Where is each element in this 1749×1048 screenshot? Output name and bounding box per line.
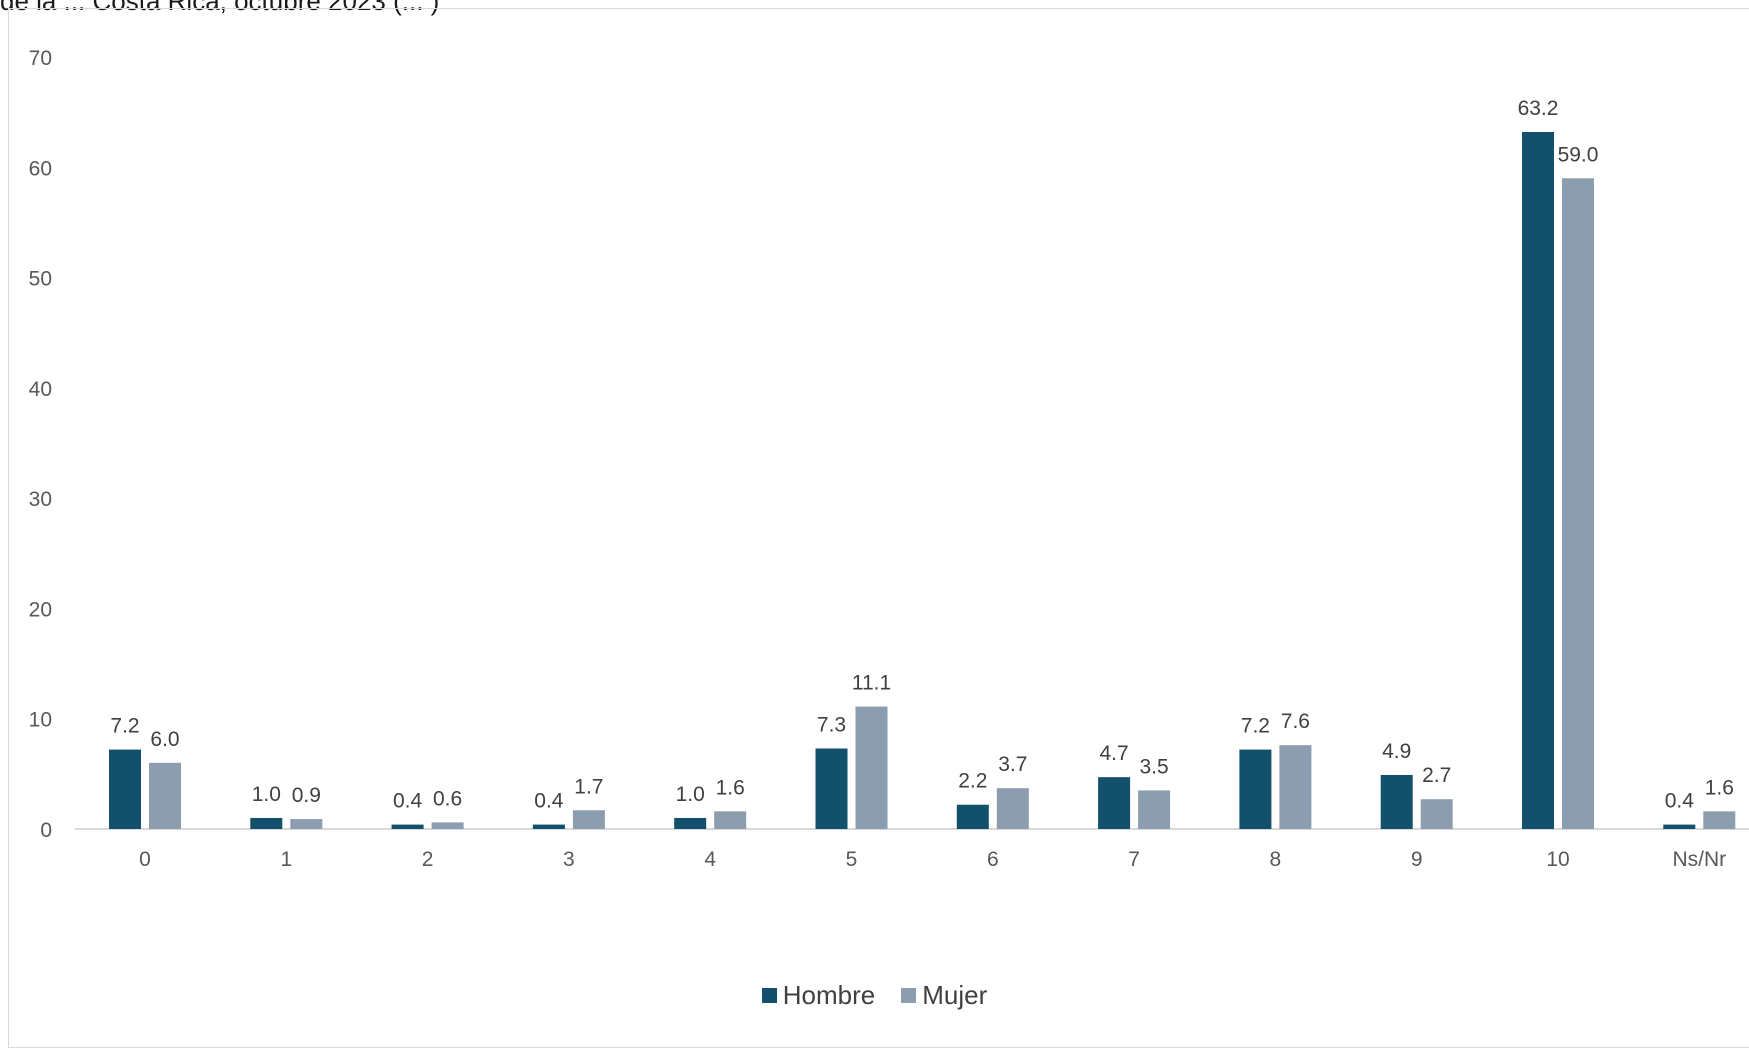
bar-mujer-6	[996, 788, 1029, 829]
bar-hombre-9	[1380, 774, 1413, 829]
x-axis: 0 1 2 3 4 5 6 7 8 9 10 Ns/Nr	[139, 848, 1726, 871]
bar-hombre-7	[1098, 777, 1131, 829]
bar-mujer-0	[149, 762, 181, 829]
bar-mujer-9	[1420, 799, 1453, 829]
data-label: 7.3	[817, 713, 846, 736]
x-tick-label: 7	[1128, 848, 1140, 871]
x-tick-label: 10	[1546, 848, 1569, 871]
legend-label-mujer: Mujer	[922, 980, 988, 1010]
bar-mujer-2	[431, 822, 464, 829]
legend-label-hombre: Hombre	[782, 980, 876, 1010]
bar-hombre-Ns/Nr	[1663, 824, 1696, 829]
data-label: 7.2	[110, 715, 139, 738]
data-label: 59.0	[1558, 143, 1599, 166]
bar-hombre-8	[1239, 749, 1272, 829]
x-tick-label: 8	[1270, 848, 1282, 871]
bar-mujer-7	[1138, 790, 1171, 829]
legend-swatch-hombre	[761, 988, 777, 1003]
data-label: 1.7	[574, 775, 603, 798]
data-label: 1.0	[252, 783, 281, 806]
x-tick-label: 4	[704, 848, 716, 871]
bar-hombre-3	[532, 824, 565, 829]
bar-hombre-0	[109, 749, 141, 829]
x-tick-label: 1	[280, 848, 292, 871]
data-label: 0.4	[393, 790, 423, 813]
bar-mujer-3	[572, 810, 605, 829]
bar-mujer-Ns/Nr	[1703, 811, 1736, 829]
x-tick-label: 3	[563, 848, 575, 871]
x-tick-label: Ns/Nr	[1672, 848, 1726, 871]
legend: Hombre Mujer	[0, 980, 1749, 1011]
bar-mujer-10	[1562, 178, 1594, 830]
bar-hombre-4	[674, 817, 707, 829]
y-tick-label: 40	[29, 378, 52, 401]
data-label: 0.6	[433, 787, 462, 810]
bar-mujer-4	[714, 811, 747, 829]
x-tick-label: 5	[846, 848, 858, 871]
data-label: 7.6	[1281, 710, 1310, 733]
bar-mujer-8	[1279, 745, 1312, 829]
y-tick-label: 50	[29, 268, 52, 291]
bar-hombre-6	[956, 804, 989, 829]
legend-swatch-mujer	[901, 988, 917, 1003]
x-tick-label: 0	[139, 848, 151, 871]
data-label: 2.2	[958, 770, 987, 793]
data-label: 0.9	[292, 784, 321, 807]
data-label: 1.6	[1705, 776, 1734, 799]
legend-item-hombre: Hombre	[761, 980, 876, 1011]
y-tick-label: 30	[29, 488, 52, 511]
bar-hombre-1	[250, 817, 283, 829]
bar-hombre-10	[1522, 131, 1554, 830]
bar-hombre-5	[815, 748, 848, 829]
y-axis: 0 10 20 30 40 50 60 70	[29, 47, 52, 842]
data-label: 7.2	[1241, 715, 1270, 738]
data-label: 0.4	[1665, 790, 1695, 813]
data-label: 3.7	[998, 753, 1027, 776]
data-label: 1.0	[676, 783, 705, 806]
x-tick-label: 2	[422, 848, 434, 871]
data-label: 11.1	[852, 672, 891, 695]
bar-mujer-1	[290, 819, 323, 829]
data-label: 63.2	[1518, 97, 1559, 120]
data-label: 6.0	[150, 728, 179, 751]
y-tick-label: 20	[29, 598, 52, 621]
data-label: 1.6	[716, 776, 745, 799]
legend-item-mujer: Mujer	[901, 980, 987, 1011]
bars: 7.2 6.0 1.0 0.9 0.4 0.6 0.4 1.7 1.0 1.6 7.3 11.1 2.2…	[109, 97, 1736, 830]
x-tick-label: 9	[1411, 848, 1423, 871]
data-label: 4.7	[1099, 742, 1128, 765]
bar-mujer-5	[855, 706, 888, 829]
data-label: 3.5	[1139, 755, 1168, 778]
x-tick-label: 6	[987, 848, 999, 871]
y-tick-label: 60	[29, 157, 52, 180]
bar-hombre-2	[391, 824, 424, 829]
y-tick-label: 70	[29, 47, 52, 70]
y-tick-label: 10	[29, 709, 52, 732]
data-label: 2.7	[1422, 764, 1451, 787]
data-label: 0.4	[534, 790, 564, 813]
data-label: 4.9	[1382, 740, 1411, 763]
y-tick-label: 0	[40, 819, 52, 842]
